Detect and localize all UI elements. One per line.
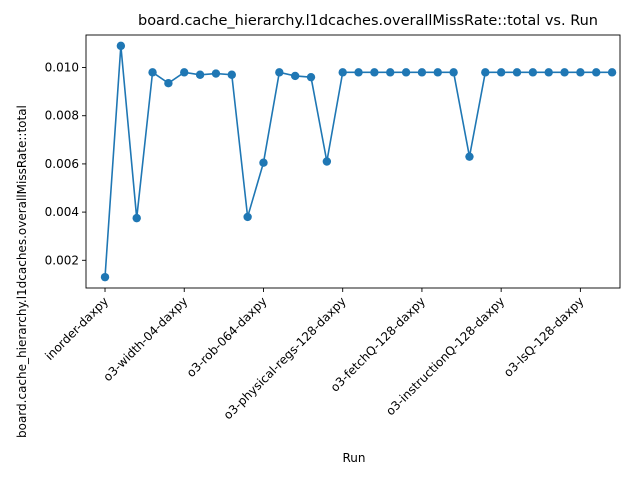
data-point bbox=[449, 68, 458, 77]
data-point bbox=[576, 68, 585, 77]
data-point bbox=[592, 68, 601, 77]
data-point bbox=[180, 68, 189, 77]
data-point bbox=[164, 78, 173, 88]
data-point bbox=[322, 157, 332, 166]
data-point bbox=[100, 272, 110, 282]
y-tick-label: 0.010 bbox=[45, 61, 79, 75]
data-point bbox=[354, 68, 363, 77]
data-point bbox=[560, 68, 569, 77]
data-point bbox=[417, 68, 427, 77]
data-point bbox=[195, 70, 205, 79]
data-point bbox=[370, 68, 379, 77]
data-point bbox=[275, 68, 284, 77]
y-tick-label: 0.008 bbox=[45, 109, 79, 123]
data-point bbox=[512, 68, 522, 77]
data-point bbox=[259, 158, 268, 167]
series-line bbox=[104, 45, 613, 278]
x-tick-label: o3-width-04-daxpy bbox=[100, 294, 190, 384]
data-point bbox=[290, 71, 300, 81]
data-point bbox=[465, 152, 474, 161]
data-point bbox=[481, 68, 490, 77]
data-point bbox=[401, 68, 411, 77]
data-point bbox=[116, 41, 126, 51]
series-points bbox=[100, 41, 617, 282]
data-point bbox=[338, 68, 347, 77]
x-tick-label: o3-rob-064-daxpy bbox=[184, 294, 270, 380]
data-point bbox=[544, 68, 553, 77]
data-point bbox=[132, 213, 141, 223]
y-axis-label: board.cache_hierarchy.l1dcaches.overallM… bbox=[15, 105, 29, 438]
x-axis: inorder-daxpyo3-width-04-daxpyo3-rob-064… bbox=[42, 288, 587, 422]
x-tick-label: inorder-daxpy bbox=[42, 294, 111, 363]
data-point bbox=[386, 68, 395, 77]
data-point bbox=[306, 72, 316, 82]
data-point bbox=[148, 68, 157, 77]
data-point bbox=[243, 212, 252, 222]
y-tick-label: 0.002 bbox=[45, 253, 79, 267]
data-point bbox=[528, 68, 538, 77]
y-tick-label: 0.006 bbox=[45, 157, 79, 171]
axes-frame bbox=[85, 34, 621, 289]
y-axis: 0.002 0.004 0.006 0.008 0.010 bbox=[45, 61, 86, 267]
x-axis-label: Run bbox=[342, 451, 365, 465]
data-point bbox=[496, 68, 506, 77]
y-tick-label: 0.004 bbox=[45, 205, 79, 219]
x-tick-label: o3-lsQ-128-daxpy bbox=[501, 294, 587, 380]
data-point bbox=[227, 70, 236, 79]
data-point bbox=[607, 68, 617, 77]
data-point bbox=[433, 68, 442, 77]
data-point bbox=[211, 69, 221, 78]
chart-title: board.cache_hierarchy.l1dcaches.overallM… bbox=[138, 13, 598, 29]
